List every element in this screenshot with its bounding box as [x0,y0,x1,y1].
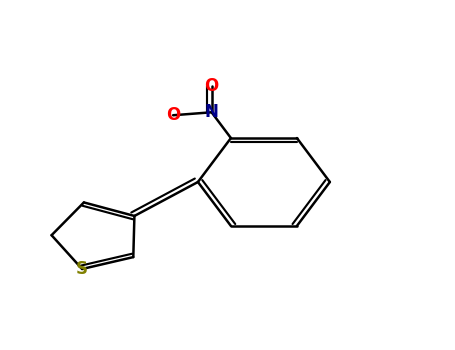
Text: S: S [76,260,88,278]
Text: O: O [204,77,219,95]
Text: N: N [205,103,218,121]
Text: O: O [166,106,180,124]
